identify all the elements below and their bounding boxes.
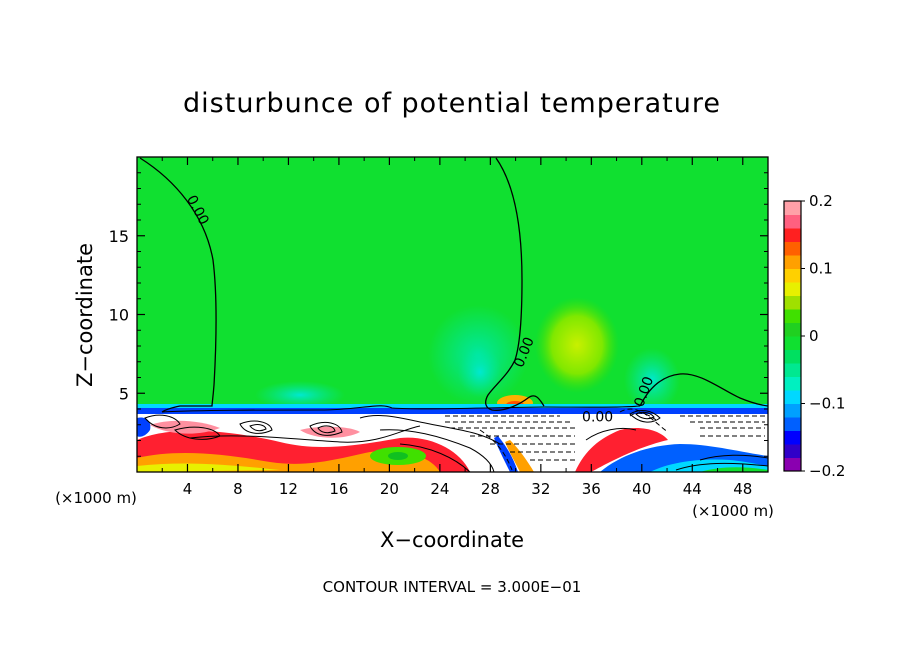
contour-cluster-right-solid: [585, 410, 768, 471]
colorbar-swatch: [784, 444, 801, 458]
colorbar-swatch: [784, 295, 801, 310]
colorbar-swatch: [784, 376, 801, 391]
x-tick-label: 44: [683, 480, 702, 498]
blue-strip: [494, 436, 518, 472]
positive-anomaly-region: [535, 297, 619, 393]
cold-wedge-right: [575, 428, 668, 472]
x-tick-label: 12: [279, 480, 298, 498]
x-tick-label: 24: [430, 480, 449, 498]
negative-anomaly-left: [255, 381, 345, 409]
colorbar-swatch: [784, 255, 801, 269]
contour-line-inversion: [161, 405, 641, 413]
x-unit-right: (×1000 m): [692, 502, 774, 520]
colorbar-swatch: [784, 201, 801, 215]
colorbar-tick-label: 0.1: [809, 260, 833, 278]
x-tick-label: 32: [531, 480, 550, 498]
colorbar-tick-label: −0.2: [809, 462, 845, 480]
colorbar-swatch: [784, 363, 801, 377]
colorbar-swatch: [784, 322, 801, 337]
contour-cluster-right: [445, 408, 765, 471]
colorbar-tick-label: 0.2: [809, 192, 833, 210]
y-axis-title: Z−coordinate: [73, 243, 97, 387]
cyan-band: [137, 404, 768, 408]
colorbar: [784, 201, 801, 472]
colorbar-swatch: [784, 457, 801, 472]
x-tick-label: 28: [481, 480, 500, 498]
chart-title: disturbunce of potential temperature: [183, 88, 721, 119]
colorbar-tick-label: −0.1: [809, 395, 845, 413]
colorbar-swatch: [784, 336, 801, 350]
orange-strip: [505, 440, 534, 472]
colorbar-swatch: [784, 417, 801, 431]
colorbar-swatch: [784, 214, 801, 229]
contour-line-right: [639, 373, 768, 407]
pink-patch: [150, 420, 220, 434]
contour-label: 0.00: [582, 410, 613, 426]
y-tick-label: 15: [109, 227, 129, 246]
plot-area: [137, 157, 768, 472]
x-tick-label: 36: [582, 480, 601, 498]
left-edge-cold: [137, 417, 151, 437]
x-tick-label: 8: [233, 480, 243, 498]
cold-wedge-green: [700, 467, 768, 472]
colorbar-swatch: [784, 430, 801, 445]
colorbar-swatch: [784, 390, 801, 404]
warm-center-core: [388, 452, 408, 460]
colorbar-swatch: [784, 349, 801, 364]
y-axis: 5 10 15: [109, 172, 768, 457]
x-tick-label: 16: [329, 480, 348, 498]
contour-line-middle: [485, 157, 545, 411]
contour-interval-note: CONTOUR INTERVAL = 3.000E−01: [323, 578, 582, 596]
colorbar-swatch: [784, 309, 801, 323]
x-tick-label: 20: [380, 480, 399, 498]
colorbar-tick-label: 0: [809, 327, 819, 345]
x-unit-left: (×1000 m): [55, 489, 137, 507]
x-axis-title: X−coordinate: [380, 528, 524, 552]
colorbar-swatch: [784, 228, 801, 242]
negative-anomaly-right: [624, 348, 680, 412]
x-tick-label: 48: [733, 480, 752, 498]
contour-line-left: [139, 157, 217, 413]
colorbar-swatch: [784, 282, 801, 296]
colorbar-ticks: 0.2 0.1 0 −0.1 −0.2: [801, 192, 845, 480]
x-tick-label: 40: [632, 480, 651, 498]
colorbar-swatch: [784, 241, 801, 256]
blue-band: [137, 408, 768, 414]
x-axis: 4 8 12 16 20 24 28 32 36 40 44 48: [161, 157, 752, 498]
negative-anomaly-core: [458, 347, 502, 397]
y-tick-label: 5: [119, 384, 129, 403]
warm-pool-yellow: [137, 463, 280, 472]
y-tick-label: 10: [109, 306, 129, 325]
x-tick-label: 4: [183, 480, 193, 498]
colorbar-swatch: [784, 403, 801, 418]
colorbar-swatch: [784, 268, 801, 283]
